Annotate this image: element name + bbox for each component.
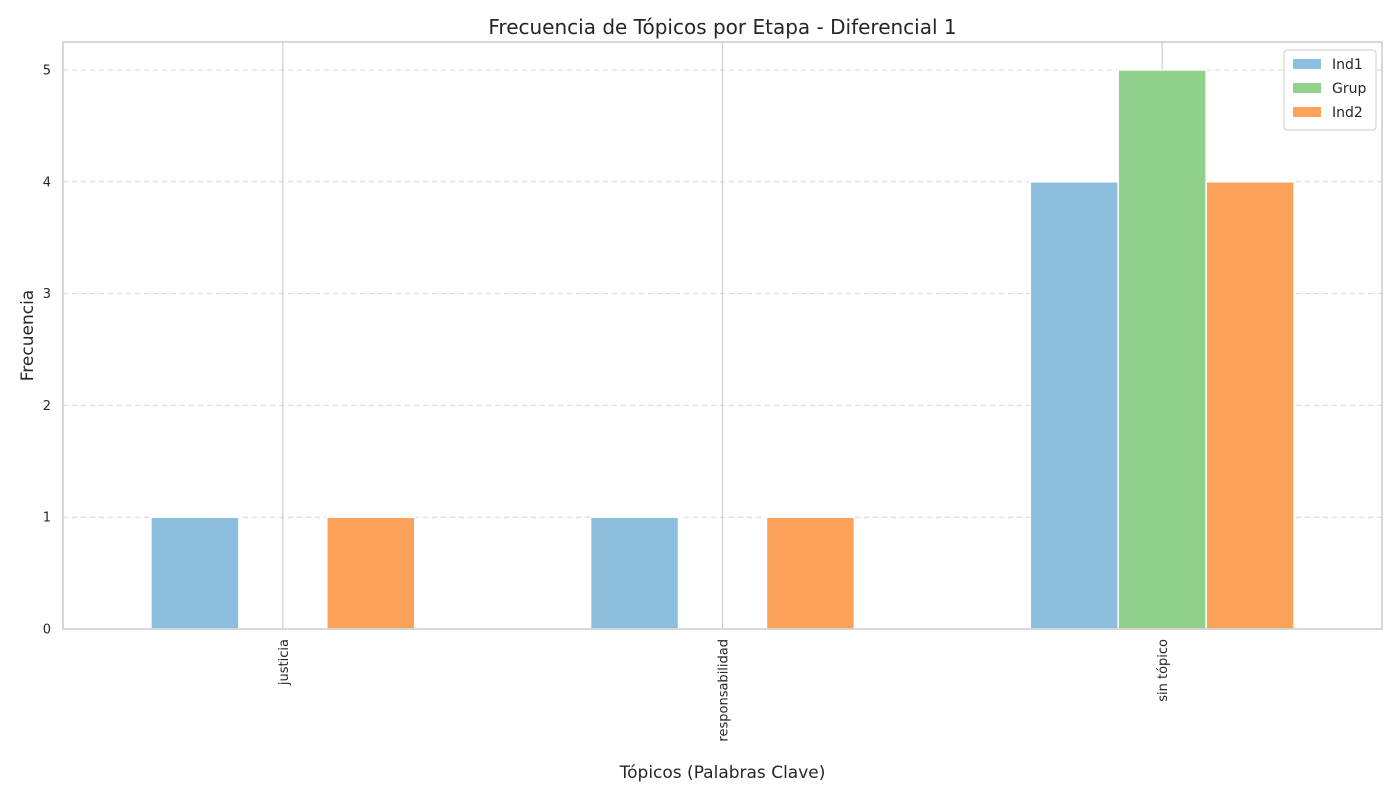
x-tick-label: sin tópico [1156,639,1171,702]
y-tick-label: 2 [43,399,51,414]
x-tick-label: justicia [277,639,292,686]
y-tick-label: 4 [43,175,51,190]
legend-label-ind2: Ind2 [1332,105,1363,121]
legend-label-grup: Grup [1332,81,1366,97]
y-tick-label: 3 [43,287,51,302]
y-tick-label: 0 [43,623,51,638]
bar-ind2-1 [326,516,416,630]
y-tick-labels: 0 1 2 3 4 5 [43,63,51,637]
bar-ind2-2 [765,516,856,630]
y-tick-label: 1 [43,511,51,526]
y-axis-label: Frecuencia [18,290,38,381]
x-axis-label: Tópicos (Palabras Clave) [619,763,826,783]
bar-grup-3 [1117,69,1207,630]
legend-label-ind1: Ind1 [1332,57,1363,73]
legend-swatch-ind2 [1293,107,1321,117]
plot-frame [62,41,1383,630]
bars-layer [150,69,1295,630]
y-tick-label: 5 [43,63,51,78]
legend-swatch-grup [1293,83,1321,93]
chart-title: Frecuencia de Tópicos por Etapa - Difere… [488,15,956,39]
bar-ind1-3 [1029,181,1119,630]
bar-ind1-1 [150,516,240,630]
legend-swatch-ind1 [1293,59,1321,69]
bar-ind1-2 [589,516,680,630]
x-tick-labels: justicia responsabilidad sin tópico [277,639,1171,742]
bar-ind2-3 [1205,181,1295,630]
x-tick-label: responsabilidad [717,639,732,742]
legend: Ind1 Grup Ind2 [1283,49,1377,131]
